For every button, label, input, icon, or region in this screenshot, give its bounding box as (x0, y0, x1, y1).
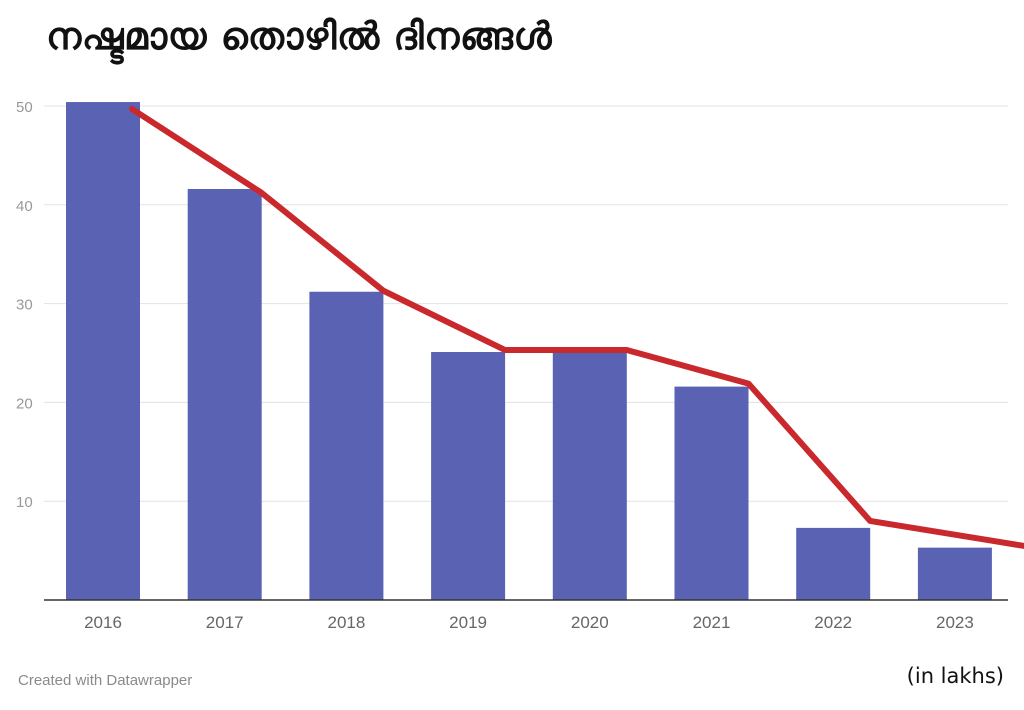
x-tick-label: 2016 (84, 613, 122, 632)
x-tick-label: 2017 (206, 613, 244, 632)
y-tick-label: 50 (16, 99, 33, 116)
y-tick-label: 10 (16, 494, 33, 511)
trend-line (129, 105, 1024, 549)
x-tick-label: 2023 (936, 613, 974, 632)
y-tick-label: 20 (16, 395, 33, 412)
chart-title: നഷ്ടമായ തൊഴിൽ ദിനങ്ങൾ (46, 14, 553, 58)
x-tick-label: 2020 (571, 613, 609, 632)
bar-2019 (431, 352, 506, 600)
bar-2016 (66, 102, 140, 600)
bar-2020 (552, 353, 627, 600)
datawrapper-credit: Created with Datawrapper (18, 672, 193, 689)
bar-2021 (674, 386, 749, 600)
bar-2018 (309, 291, 384, 600)
unit-note: (in lakhs) (906, 664, 1004, 688)
y-tick-label: 30 (16, 297, 33, 314)
bar-2022 (796, 527, 871, 600)
x-tick-label: 2021 (693, 613, 731, 632)
bar-2023 (917, 547, 992, 600)
y-tick-label: 40 (16, 198, 33, 215)
bar-2017 (187, 188, 262, 600)
x-tick-label: 2018 (327, 613, 365, 632)
x-tick-label: 2019 (449, 613, 487, 632)
x-tick-label: 2022 (814, 613, 852, 632)
